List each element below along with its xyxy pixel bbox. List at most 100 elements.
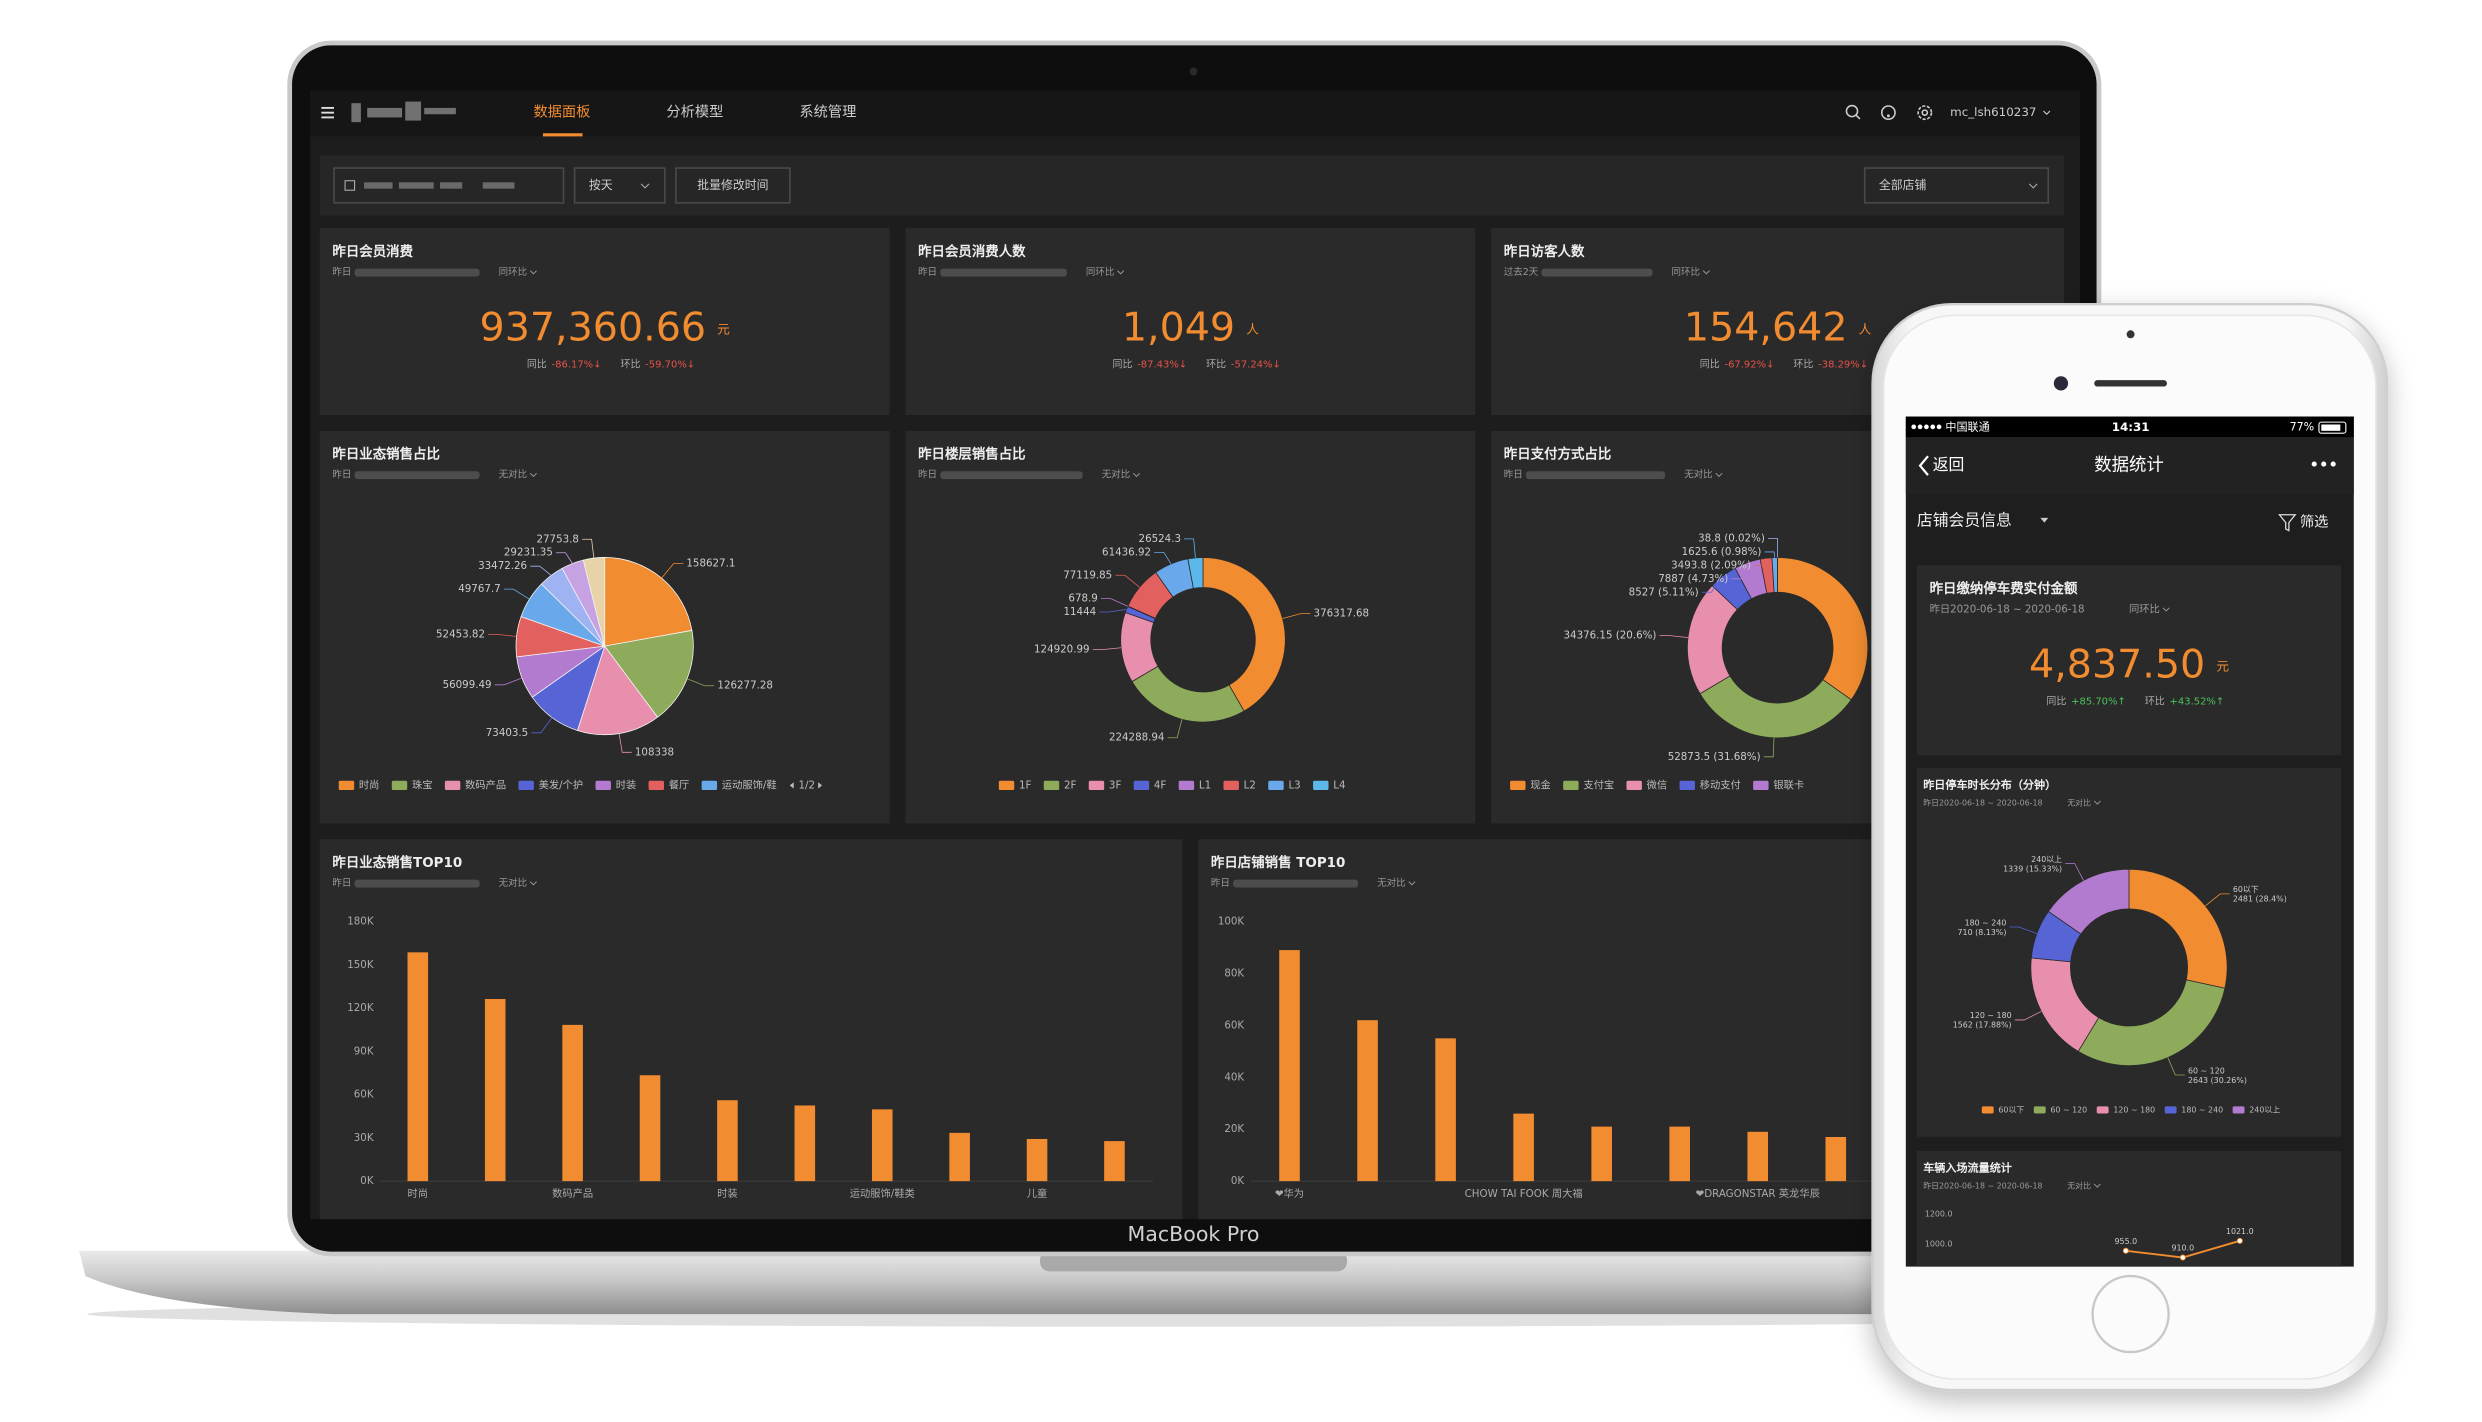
back-button[interactable]: 返回 — [1933, 455, 1965, 474]
chevron — [1408, 881, 1416, 886]
label-leader — [530, 565, 552, 576]
label-leader — [582, 538, 595, 559]
card-subtitle: 昨日 — [1504, 469, 1523, 481]
settings-icon[interactable] — [1917, 105, 1933, 121]
kpi-number: 937,360.66 — [480, 304, 707, 350]
mom-value: -59.70%↓ — [645, 359, 695, 370]
slice-label-line: 52873.5 (31.68%) — [1668, 751, 1761, 763]
nav-tab[interactable]: 系统管理 — [799, 104, 856, 121]
legend-label: 珠宝 — [412, 778, 433, 791]
legend-swatch — [2164, 1106, 2177, 1114]
slice-label: 61436.92 — [1102, 546, 1151, 558]
label-leader — [531, 717, 553, 734]
bar — [1026, 1138, 1048, 1182]
chevron — [1117, 270, 1125, 275]
phone-nav-bar — [1905, 437, 2354, 495]
legend-swatch — [701, 780, 718, 791]
legend-label: 时装 — [616, 778, 637, 791]
slice-label-line: 240以上 — [2031, 854, 2062, 863]
compare-selector: 无对比 — [499, 877, 527, 889]
filter-icon[interactable] — [2278, 514, 2297, 532]
point-label: 1021.0 — [2226, 1227, 2254, 1236]
legend-label: 运动服饰/鞋 — [722, 778, 777, 791]
blurred-text — [940, 268, 1067, 277]
slice-label-line: 124920.99 — [1034, 644, 1090, 656]
granularity-select[interactable] — [573, 167, 666, 204]
pie-slice — [603, 629, 694, 718]
donut-slice — [1187, 557, 1204, 589]
home-button[interactable] — [2091, 1274, 2170, 1354]
legend-label: 支付宝 — [1583, 778, 1614, 791]
label-leader — [488, 634, 517, 637]
bar — [1357, 1020, 1378, 1182]
sensor — [2126, 330, 2135, 339]
chevron — [1715, 472, 1723, 478]
legend-swatch — [1626, 780, 1642, 791]
point-label: 910.0 — [2172, 1244, 2195, 1253]
card-title: 昨日楼层销售占比 — [918, 446, 1026, 463]
pie-slice — [576, 645, 659, 736]
compare-selector: 无对比 — [2067, 797, 2091, 807]
donut-slice — [1202, 557, 1286, 712]
kpi-value: 154,642 人 — [1684, 304, 1872, 350]
bar — [871, 1109, 893, 1182]
blurred-logo — [351, 101, 456, 123]
slice-label-line: 52453.82 — [436, 628, 485, 640]
slice-label-line: 224288.94 — [1109, 732, 1165, 744]
search-icon[interactable] — [1845, 104, 1861, 120]
legend-label: 4F — [1154, 779, 1167, 791]
chevron — [2162, 607, 2170, 612]
back-icon[interactable] — [1918, 455, 1929, 476]
legend-swatch — [1088, 780, 1105, 791]
slice-label-line: 27753.8 — [536, 533, 578, 545]
chevron — [1702, 270, 1710, 275]
label-leader — [618, 733, 632, 753]
slice-label: 33472.26 — [478, 560, 527, 572]
slice-label: 38.8 (0.02%) — [1698, 532, 1765, 544]
help-icon[interactable] — [1880, 105, 1896, 121]
label-leader — [1701, 575, 1724, 593]
section-selector[interactable]: 店铺会员信息 — [1917, 511, 2012, 530]
slice-label-line: 126277.28 — [717, 680, 773, 692]
device-label: MacBook Pro — [1128, 1222, 1260, 1246]
slice-label-line: 60 ~ 120 — [2188, 1066, 2225, 1075]
slice-label: 376317.68 — [1314, 608, 1370, 620]
y-tick-label: 80K — [1224, 967, 1244, 979]
legend-swatch — [1981, 1106, 1994, 1114]
label-leader — [1167, 719, 1183, 739]
batch-edit-button[interactable] — [675, 167, 791, 204]
legend-swatch — [1178, 780, 1195, 791]
granularity-text: 按天 — [589, 178, 613, 192]
user-name[interactable]: mc_lsh610237 — [1950, 105, 2036, 119]
batch-edit-text: 批量修改时间 — [697, 178, 768, 192]
filter-button[interactable]: 筛选 — [2300, 514, 2328, 531]
bar — [484, 999, 506, 1182]
card-subtitle: 过去2天 — [1504, 266, 1539, 278]
more-menu[interactable] — [2311, 461, 2336, 467]
y-tick-label: 30K — [354, 1132, 374, 1144]
slice-label: 240以上 1339 (15.33%) — [2003, 854, 2062, 872]
slice-label-line: 3493.8 (2.09%) — [1671, 559, 1751, 571]
menu-icon[interactable] — [321, 106, 334, 119]
slice-label-line: 34376.15 (20.6%) — [1564, 630, 1657, 642]
card-title: 昨日会员消费 — [332, 243, 413, 260]
slice-label: 34376.15 (20.6%) — [1564, 630, 1657, 642]
legend-label: 120 ~ 180 — [2113, 1105, 2155, 1114]
slice-label: 108338 — [635, 746, 674, 758]
slice-label-line: 56099.49 — [443, 679, 492, 691]
label-leader — [2009, 926, 2038, 934]
bar — [1435, 1038, 1456, 1182]
store-select[interactable] — [1863, 167, 2050, 204]
slice-label: 27753.8 — [536, 533, 578, 545]
nav-tab[interactable]: 分析模型 — [666, 104, 723, 121]
legend-label: L4 — [1333, 779, 1345, 791]
chevron — [640, 183, 650, 189]
legend-label: 微信 — [1647, 778, 1668, 791]
laptop-base — [79, 1250, 2312, 1315]
blurred-text — [354, 471, 480, 480]
x-tick-label: 数码产品 — [552, 1187, 593, 1200]
nav-tab-active[interactable]: 数据面板 — [533, 104, 590, 121]
chevron — [2028, 183, 2038, 189]
date-range-input[interactable] — [333, 167, 565, 204]
slice-label: 77119.85 — [1063, 569, 1112, 581]
